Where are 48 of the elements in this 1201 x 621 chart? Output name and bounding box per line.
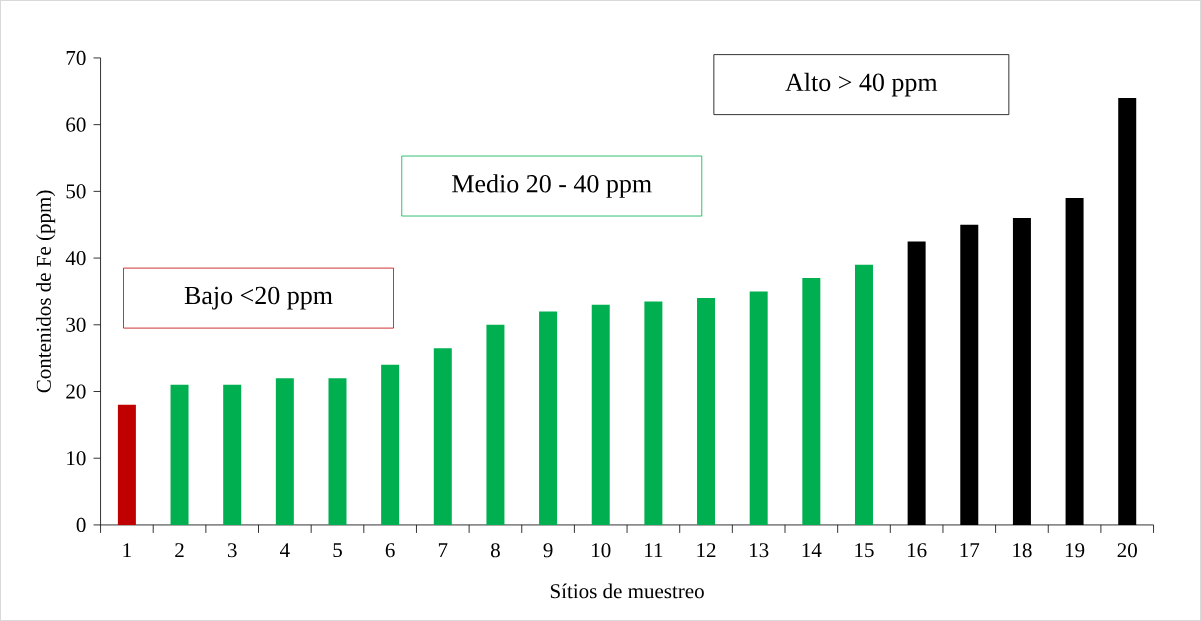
- bar: [802, 278, 821, 525]
- x-tick-label: 8: [490, 543, 500, 558]
- y-tick-label: 20: [66, 384, 86, 399]
- bar: [539, 311, 558, 525]
- x-tick-label: 16: [907, 543, 927, 558]
- annotation: Bajo <20 ppm: [184, 286, 333, 310]
- x-tick-label: 5: [333, 543, 342, 558]
- bar: [328, 378, 347, 525]
- x-tick-label: 7: [438, 543, 448, 557]
- x-tick-label: 18: [1013, 543, 1032, 558]
- x-tick-label: 4: [279, 543, 290, 557]
- annotation: Alto > 40 ppm: [785, 72, 938, 97]
- y-tick-label: 0: [76, 517, 86, 533]
- bar: [486, 324, 505, 525]
- y-tick-label: 70: [66, 50, 86, 66]
- x-tick-label: 6: [385, 543, 395, 558]
- x-tick-label: 9: [543, 543, 553, 558]
- annotation: Medio 20 - 40 ppm: [452, 174, 652, 198]
- bar: [433, 348, 452, 525]
- x-tick-label: 12: [697, 543, 716, 558]
- bar: [170, 384, 189, 525]
- bar: [117, 404, 136, 525]
- x-tick-label: 14: [802, 543, 822, 557]
- x-tick-label: 11: [645, 543, 663, 557]
- x-tick-label: 10: [592, 543, 611, 558]
- bar: [854, 264, 873, 525]
- x-tick-label: 2: [175, 543, 184, 558]
- bar: [223, 384, 242, 525]
- bar: [644, 301, 663, 525]
- x-axis-title: Sítios de muestreo: [550, 583, 704, 599]
- y-axis-title: Contenidos de Fe (ppm): [36, 190, 56, 393]
- bar: [697, 298, 716, 525]
- x-tick-label: 17: [960, 543, 980, 557]
- x-tick-label: 1: [123, 543, 131, 557]
- bar: [749, 291, 768, 525]
- bar: [591, 304, 610, 525]
- bar: [381, 364, 400, 525]
- x-tick-label: 13: [750, 543, 769, 558]
- x-tick-label: 15: [855, 543, 874, 558]
- y-tick-label: 50: [66, 184, 86, 199]
- y-tick-label: 60: [66, 117, 86, 132]
- x-tick-label: 19: [1065, 543, 1085, 558]
- y-tick-label: 40: [65, 251, 86, 266]
- y-tick-label: 10: [67, 451, 86, 466]
- x-tick-label: 3: [227, 543, 237, 558]
- y-tick-label: 30: [66, 317, 86, 332]
- x-tick-label: 20: [1117, 543, 1137, 558]
- bar: [275, 378, 294, 525]
